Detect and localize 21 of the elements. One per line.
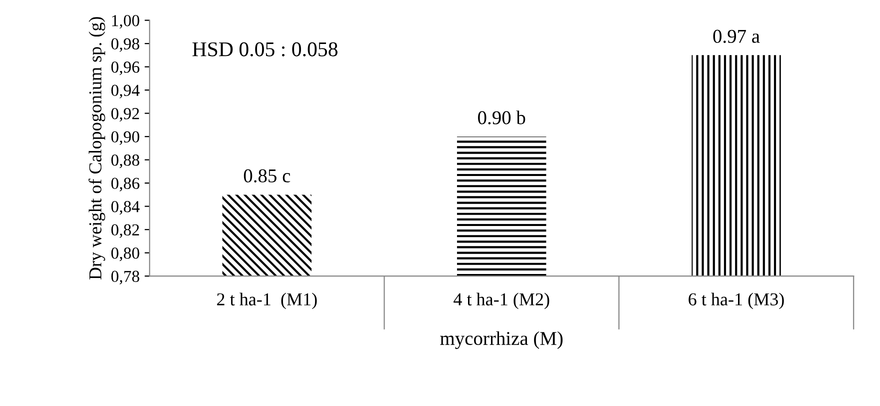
data-label: 0.97 a: [713, 30, 760, 43]
y-axis-title: Dry weight of Calopogonium sp. (g): [88, 17, 106, 280]
x-tick-label: 2 t ha-1 (M1): [217, 292, 317, 310]
y-tick-label: 0,84: [111, 201, 140, 215]
y-tick-label: 0,86: [111, 178, 140, 192]
data-label: 0.90 b: [478, 110, 526, 124]
y-tick-label: 0,96: [111, 62, 140, 76]
x-tick-label: 6 t ha-1 (M3): [688, 292, 784, 310]
y-tick-label: 0,94: [111, 84, 140, 98]
y-tick-label: 0,88: [111, 154, 140, 168]
y-tick-label: 0,78: [111, 270, 140, 284]
y-tick-label: 0,92: [111, 108, 139, 122]
y-tick-label: 0,82: [111, 224, 139, 238]
y-tick-label: 0,80: [111, 248, 140, 262]
data-label: 0.85 c: [244, 169, 290, 182]
x-axis-title: mycorrhiza (M): [440, 331, 563, 350]
x-tick-label: 4 t ha-1 (M2): [454, 292, 550, 310]
y-tick-label: 0,90: [111, 131, 140, 145]
annotation: HSD 0.05 : 0.058: [192, 42, 338, 56]
y-tick-label: 1,00: [112, 15, 140, 29]
y-tick-label: 0,98: [111, 38, 140, 52]
